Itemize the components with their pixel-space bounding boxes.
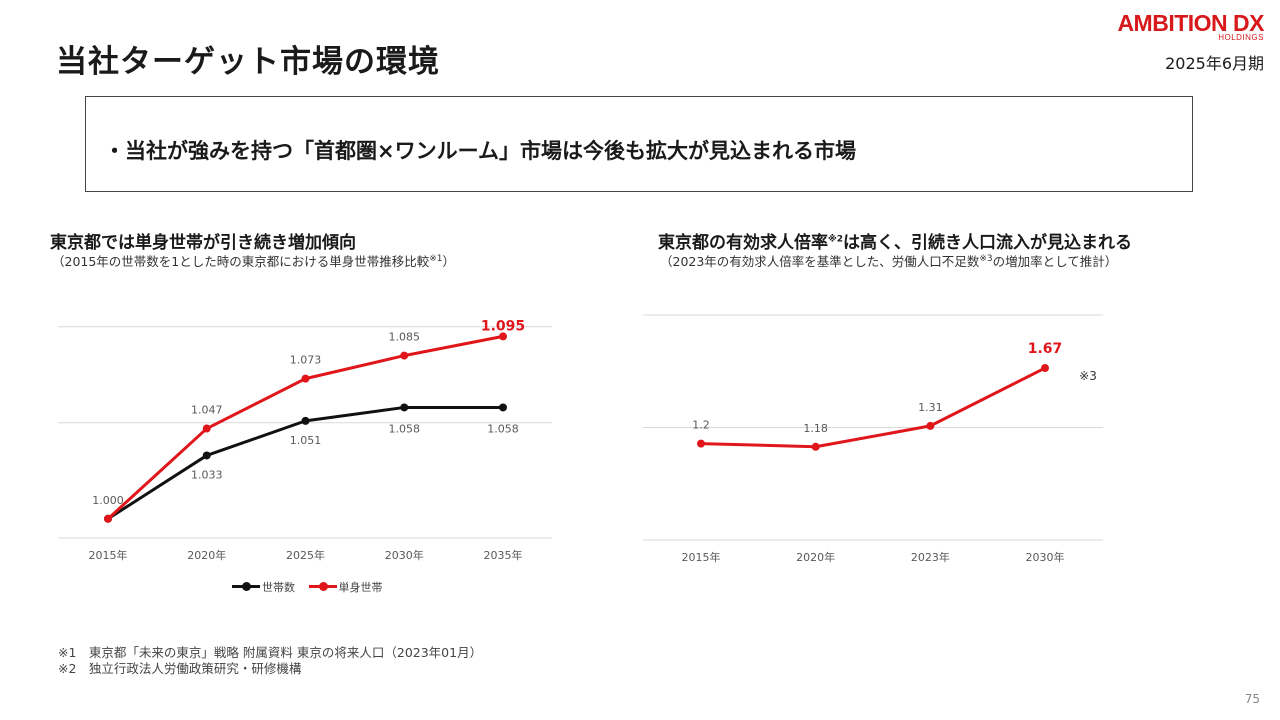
data-label: 1.67 bbox=[1028, 341, 1063, 357]
data-label: 1.31 bbox=[918, 401, 943, 414]
page-number: 75 bbox=[1244, 692, 1260, 706]
data-point bbox=[400, 403, 409, 412]
left-chart-legend: 世帯数 単身世帯 bbox=[232, 578, 393, 595]
left-subtitle-main: （2015年の世帯数を1とした時の東京都における単身世帯推移比較 bbox=[52, 254, 430, 269]
right-title-note: ※2 bbox=[828, 234, 844, 245]
data-label: 1.000 bbox=[92, 494, 124, 507]
legend-label-single-households: 単身世帯 bbox=[338, 580, 383, 594]
data-label: 1.085 bbox=[389, 331, 421, 344]
right-subtitle-main: （2023年の有効求人倍率を基準とした、労働人口不足数 bbox=[660, 254, 980, 269]
data-label: 1.058 bbox=[487, 422, 519, 435]
data-point bbox=[202, 424, 211, 433]
headline-text: ・当社が強みを持つ「首都圏×ワンルーム」市場は今後も拡大が見込まれる市場 bbox=[104, 139, 856, 163]
job-ratio-line-chart: 2015年 2020年 2023年 2030年 1.2 1.18 1.31 1.67 ※3 bbox=[643, 314, 1103, 564]
data-label: 1.058 bbox=[389, 422, 421, 435]
x-tick-label: 2030年 bbox=[385, 548, 424, 562]
x-tick-label: 2025年 bbox=[286, 548, 325, 562]
data-label: 1.18 bbox=[803, 422, 828, 435]
single-household-line-chart: 2015年 2020年 2025年 2030年 2035年 1.000 1.033 1.051… bbox=[58, 318, 552, 562]
x-tick-label: 2030年 bbox=[1026, 550, 1065, 564]
data-point bbox=[811, 442, 820, 451]
data-label: 1.2 bbox=[692, 419, 710, 432]
data-point bbox=[499, 332, 507, 341]
data-point bbox=[926, 421, 935, 430]
legend-swatch-households bbox=[232, 582, 260, 591]
data-point bbox=[202, 451, 211, 460]
left-chart-title: 東京都では単身世帯が引き続き増加傾向 bbox=[50, 233, 356, 253]
data-point bbox=[104, 514, 112, 523]
x-tick-label: 2020年 bbox=[796, 550, 835, 564]
fiscal-period: 2025年6月期 bbox=[1165, 54, 1264, 73]
x-tick-label: 2023年 bbox=[911, 550, 950, 564]
right-title-main: 東京都の有効求人倍率 bbox=[658, 233, 828, 253]
left-subtitle-note: ※1 bbox=[429, 253, 443, 264]
headline-box: ・当社が強みを持つ「首都圏×ワンルーム」市場は今後も拡大が見込まれる市場 bbox=[85, 96, 1193, 192]
chart-annotation: ※3 bbox=[1079, 369, 1097, 383]
page-title: 当社ターゲット市場の環境 bbox=[56, 44, 440, 80]
right-title-end: は高く、引続き人口流入が見込まれる bbox=[843, 233, 1133, 253]
x-tick-label: 2015年 bbox=[89, 548, 128, 562]
data-label: 1.095 bbox=[481, 318, 525, 334]
data-label: 1.047 bbox=[191, 404, 223, 417]
legend-item-single-households: 単身世帯 bbox=[308, 579, 383, 595]
data-point bbox=[1041, 364, 1050, 373]
left-chart-subtitle: （2015年の世帯数を1とした時の東京都における単身世帯推移比較※1） bbox=[52, 251, 455, 270]
footnote-1: ※1 東京都「未来の東京」戦略 附属資料 東京の将来人口（2023年01月） bbox=[58, 645, 483, 660]
series-line bbox=[700, 366, 1046, 449]
legend-label-households: 世帯数 bbox=[262, 580, 295, 594]
data-point bbox=[301, 374, 310, 383]
right-subtitle-note: ※3 bbox=[979, 253, 993, 264]
logo-sub-text: HOLDINGS bbox=[1218, 33, 1264, 42]
data-label: 1.073 bbox=[290, 354, 322, 367]
data-label: 1.033 bbox=[191, 468, 223, 481]
right-chart-title: 東京都の有効求人倍率※2は高く、引続き人口流入が見込まれる bbox=[658, 228, 1132, 253]
logo-main-text: AMBITION DX bbox=[1117, 10, 1264, 36]
data-point bbox=[301, 416, 310, 425]
data-point bbox=[499, 403, 507, 412]
data-point bbox=[400, 351, 409, 360]
x-tick-label: 2035年 bbox=[484, 548, 523, 562]
company-logo: AMBITION DX HOLDINGS bbox=[1117, 10, 1264, 42]
x-tick-label: 2020年 bbox=[187, 548, 226, 562]
left-subtitle-end: ） bbox=[442, 254, 456, 269]
right-subtitle-end: の増加率として推計） bbox=[992, 254, 1118, 269]
data-label: 1.051 bbox=[290, 434, 322, 447]
legend-swatch-single-households bbox=[308, 582, 337, 591]
data-point bbox=[697, 439, 705, 448]
right-chart-subtitle: （2023年の有効求人倍率を基準とした、労働人口不足数※3の増加率として推計） bbox=[660, 251, 1117, 270]
x-tick-label: 2015年 bbox=[682, 550, 721, 564]
legend-item-households: 世帯数 bbox=[232, 579, 295, 595]
footnote-2: ※2 独立行政法人労働政策研究・研修機構 bbox=[58, 661, 302, 676]
